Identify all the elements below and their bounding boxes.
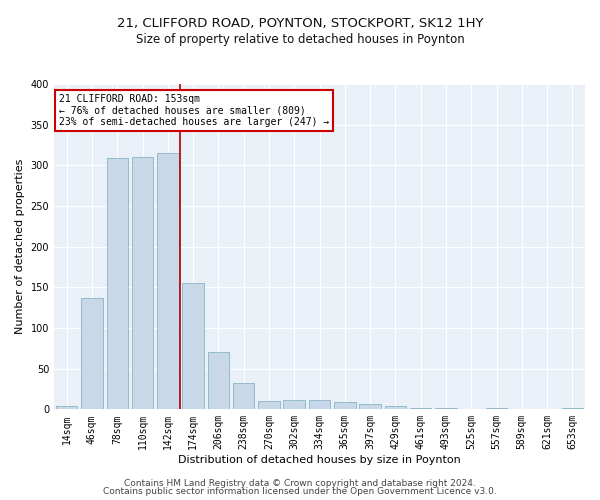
Bar [283, 400, 305, 409]
Bar [157, 153, 179, 409]
Bar [309, 400, 330, 409]
Bar [385, 406, 406, 409]
Bar [410, 408, 431, 410]
Bar [233, 384, 254, 409]
Y-axis label: Number of detached properties: Number of detached properties [15, 159, 25, 334]
Bar [182, 284, 204, 410]
Bar [56, 406, 77, 409]
Bar [486, 408, 507, 410]
Bar [208, 352, 229, 410]
X-axis label: Distribution of detached houses by size in Poynton: Distribution of detached houses by size … [178, 455, 461, 465]
Bar [359, 404, 381, 409]
Bar [258, 401, 280, 409]
Bar [562, 408, 583, 410]
Bar [435, 408, 457, 410]
Text: 21 CLIFFORD ROAD: 153sqm
← 76% of detached houses are smaller (809)
23% of semi-: 21 CLIFFORD ROAD: 153sqm ← 76% of detach… [59, 94, 329, 127]
Bar [107, 158, 128, 409]
Text: 21, CLIFFORD ROAD, POYNTON, STOCKPORT, SK12 1HY: 21, CLIFFORD ROAD, POYNTON, STOCKPORT, S… [117, 18, 483, 30]
Bar [81, 298, 103, 410]
Text: Contains HM Land Registry data © Crown copyright and database right 2024.: Contains HM Land Registry data © Crown c… [124, 478, 476, 488]
Bar [132, 157, 153, 409]
Bar [334, 402, 356, 409]
Text: Contains public sector information licensed under the Open Government Licence v3: Contains public sector information licen… [103, 487, 497, 496]
Text: Size of property relative to detached houses in Poynton: Size of property relative to detached ho… [136, 32, 464, 46]
